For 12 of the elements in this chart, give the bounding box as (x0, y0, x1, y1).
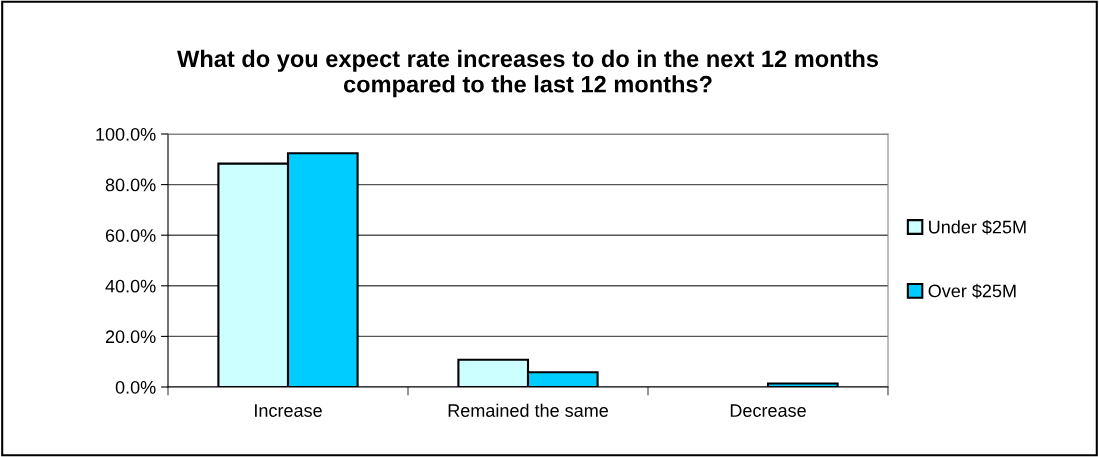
y-tick-label: 0.0% (115, 380, 156, 394)
x-tick-label: Remained the same (448, 403, 608, 417)
y-tick-label: 100.0% (96, 127, 156, 141)
chart-title: What do you expect rate increases to do in the next 12 months compared to the last 12 months? (177, 49, 879, 98)
y-tick-label: 40.0% (105, 279, 156, 293)
y-tick-label: 80.0% (105, 178, 156, 192)
legend-label: Under $25M (929, 219, 1026, 235)
y-tick-label: 20.0% (105, 330, 156, 344)
y-tick-label: 60.0% (105, 229, 156, 242)
legend-label: Over $25M (928, 283, 1016, 299)
x-tick-label: Decrease (730, 404, 806, 417)
x-tick-label: Increase (255, 404, 322, 417)
